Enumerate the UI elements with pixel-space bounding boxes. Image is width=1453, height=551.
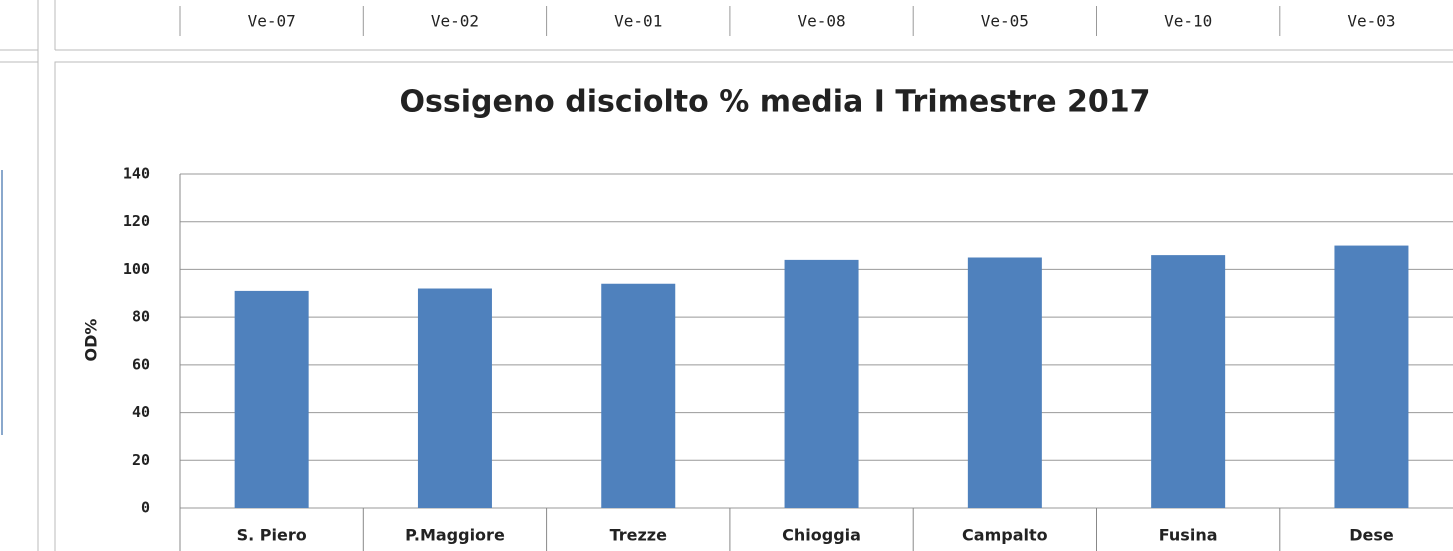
x-tick-label: Trezze bbox=[610, 526, 668, 545]
y-tick-label: 60 bbox=[132, 355, 150, 373]
bar bbox=[234, 290, 309, 508]
y-tick-label: 140 bbox=[123, 165, 150, 183]
bar bbox=[601, 283, 676, 508]
x-tick-label: Dese bbox=[1349, 526, 1394, 545]
x-tick-label: Chioggia bbox=[782, 526, 861, 545]
y-tick-label: 120 bbox=[123, 212, 150, 230]
bar bbox=[784, 259, 859, 508]
x-tick-label: P.Maggiore bbox=[405, 526, 505, 545]
bar bbox=[1334, 245, 1409, 509]
station-code: Ve-01 bbox=[614, 12, 662, 31]
y-tick-label: 20 bbox=[132, 451, 150, 469]
y-tick-label: 80 bbox=[132, 308, 150, 326]
bar bbox=[1151, 255, 1226, 508]
bar bbox=[417, 288, 492, 508]
station-code: Ve-07 bbox=[248, 12, 296, 31]
y-tick-label: 0 bbox=[141, 499, 150, 517]
bar bbox=[967, 257, 1042, 508]
y-tick-label: 40 bbox=[132, 403, 150, 421]
y-axis-label: OD% bbox=[82, 319, 101, 362]
station-code: Ve-03 bbox=[1347, 12, 1395, 31]
station-code: Ve-10 bbox=[1164, 12, 1212, 31]
station-code: Ve-08 bbox=[797, 12, 845, 31]
chart-title: Ossigeno disciolto % media I Trimestre 2… bbox=[400, 85, 1151, 120]
y-tick-label: 100 bbox=[123, 260, 150, 278]
x-tick-label: S. Piero bbox=[237, 526, 307, 545]
x-tick-label: Fusina bbox=[1159, 526, 1218, 545]
station-code: Ve-02 bbox=[431, 12, 479, 31]
chart-frame bbox=[54, 61, 1453, 551]
station-code: Ve-05 bbox=[981, 12, 1029, 31]
x-tick-label: Campalto bbox=[962, 526, 1048, 545]
